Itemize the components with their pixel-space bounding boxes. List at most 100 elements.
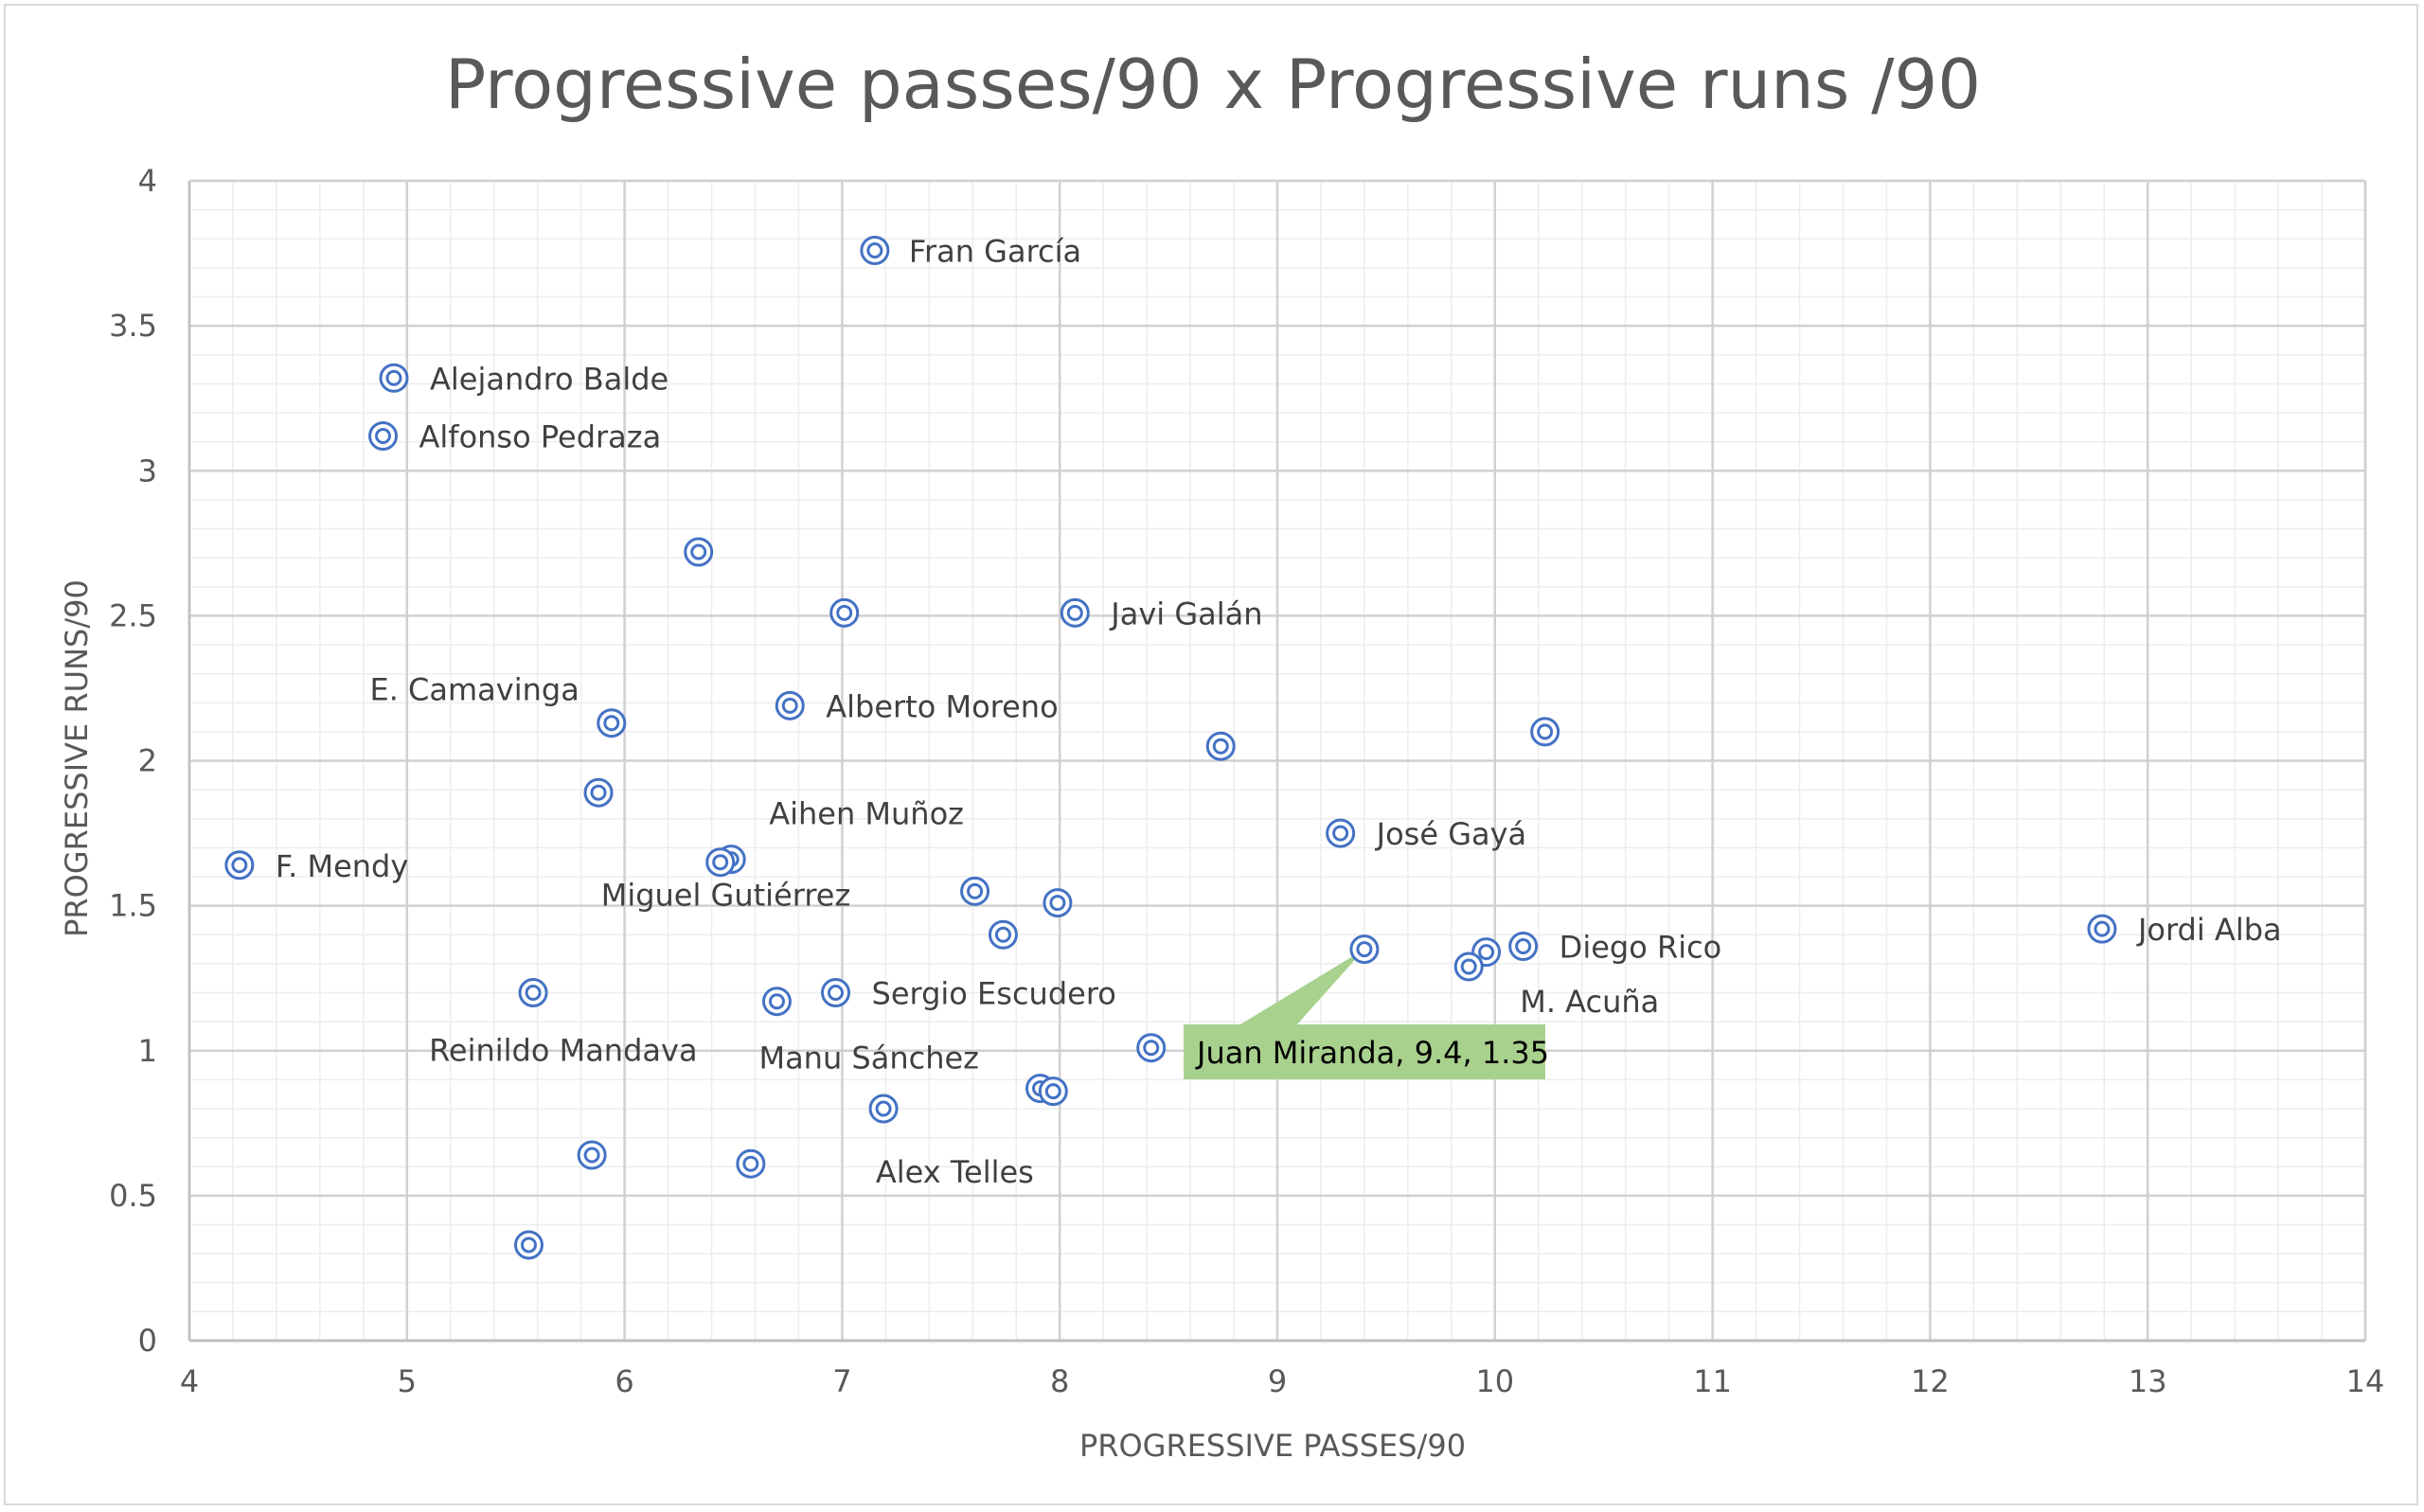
data-point-outer-ring bbox=[379, 363, 409, 393]
x-tick-label: 10 bbox=[1475, 1363, 1514, 1399]
data-point bbox=[1530, 717, 1560, 747]
scatter-chart: Progressive passes/90 x Progressive runs… bbox=[59, 44, 2385, 1464]
data-point-inner-ring bbox=[1460, 958, 1477, 975]
data-point-inner-ring bbox=[375, 428, 392, 444]
data-point bbox=[1136, 1033, 1167, 1063]
x-tick-label: 12 bbox=[1911, 1363, 1950, 1399]
data-point-outer-ring bbox=[597, 708, 627, 738]
data-label: Alberto Moreno bbox=[826, 688, 1058, 724]
data-point bbox=[775, 690, 805, 720]
data-point-inner-ring bbox=[1356, 941, 1373, 958]
data-point-outer-ring bbox=[1043, 888, 1073, 918]
data-point-inner-ring bbox=[1049, 895, 1066, 912]
data-label: Miguel Gutiérrez bbox=[601, 878, 851, 914]
data-point-inner-ring bbox=[836, 604, 853, 621]
data-point-outer-ring bbox=[583, 777, 614, 808]
data-label: F. Mendy bbox=[276, 848, 408, 884]
data-point-outer-ring bbox=[1205, 731, 1236, 761]
data-point-inner-ring bbox=[828, 985, 845, 1001]
chart-title: Progressive passes/90 x Progressive runs… bbox=[445, 44, 1981, 124]
data-point-inner-ring bbox=[2094, 920, 2111, 937]
data-point bbox=[597, 708, 627, 738]
data-point-outer-ring bbox=[1060, 597, 1090, 628]
data-point-outer-ring bbox=[1326, 818, 1356, 848]
y-axis-tick-labels: 0 0.5 1 1.5 2 2.5 3 3.5 4 bbox=[109, 163, 157, 1359]
data-point-outer-ring bbox=[775, 690, 805, 720]
data-label: M. Acuña bbox=[1520, 984, 1659, 1020]
data-point-outer-ring bbox=[577, 1140, 607, 1170]
data-point bbox=[379, 363, 409, 393]
data-label: José Gayá bbox=[1375, 816, 1527, 852]
data-point-outer-ring bbox=[988, 919, 1018, 950]
callout-box bbox=[1184, 1024, 1545, 1079]
data-point-inner-ring bbox=[1044, 1083, 1061, 1100]
data-point bbox=[1038, 1076, 1068, 1107]
data-point-inner-ring bbox=[875, 1100, 892, 1117]
data-point-inner-ring bbox=[1066, 604, 1083, 621]
data-point-inner-ring bbox=[866, 242, 883, 258]
data-point-inner-ring bbox=[781, 697, 798, 714]
data-point-outer-ring bbox=[1038, 1076, 1068, 1107]
data-point bbox=[1508, 932, 1539, 961]
data-point bbox=[583, 777, 614, 808]
y-tick-label: 2.5 bbox=[109, 597, 157, 633]
data-point bbox=[1326, 818, 1356, 848]
data-label: Manu Sánchez bbox=[758, 1041, 979, 1076]
data-point-inner-ring bbox=[742, 1155, 759, 1172]
y-tick-label: 2 bbox=[138, 743, 157, 779]
x-tick-label: 6 bbox=[615, 1363, 633, 1399]
x-tick-label: 4 bbox=[180, 1363, 199, 1399]
data-point-outer-ring bbox=[829, 597, 860, 628]
data-point bbox=[1453, 952, 1484, 982]
y-tick-label: 3 bbox=[138, 453, 157, 489]
data-label: Alejandro Balde bbox=[430, 361, 668, 397]
x-tick-label: 9 bbox=[1268, 1363, 1287, 1399]
y-tick-label: 3.5 bbox=[109, 308, 157, 344]
data-points bbox=[224, 236, 2117, 1260]
x-tick-label: 5 bbox=[398, 1363, 417, 1399]
data-point-outer-ring bbox=[736, 1148, 766, 1179]
data-point bbox=[2087, 914, 2117, 944]
data-point-outer-ring bbox=[1530, 717, 1560, 747]
data-point-outer-ring bbox=[224, 850, 255, 881]
data-point bbox=[868, 1094, 899, 1124]
data-point bbox=[224, 850, 255, 881]
data-point-inner-ring bbox=[525, 985, 542, 1001]
x-axis-tick-labels: 4 5 6 7 8 9 10 11 12 13 14 bbox=[180, 1363, 2385, 1399]
data-point-inner-ring bbox=[603, 715, 620, 732]
data-point bbox=[1060, 597, 1090, 628]
data-point-outer-ring bbox=[513, 1230, 544, 1260]
data-point-outer-ring bbox=[1453, 952, 1484, 982]
data-point-outer-ring bbox=[1508, 932, 1539, 961]
data-point bbox=[513, 1230, 544, 1260]
data-point-outer-ring bbox=[761, 987, 792, 1017]
data-point bbox=[960, 876, 990, 906]
data-point-inner-ring bbox=[1332, 825, 1349, 842]
data-point bbox=[829, 597, 860, 628]
y-tick-label: 0 bbox=[138, 1323, 157, 1359]
data-point-inner-ring bbox=[1515, 938, 1532, 954]
y-tick-label: 0.5 bbox=[109, 1178, 157, 1214]
callout-pointer bbox=[1240, 949, 1364, 1024]
data-point bbox=[684, 537, 714, 567]
x-tick-label: 14 bbox=[2346, 1363, 2385, 1399]
x-tick-label: 13 bbox=[2129, 1363, 2167, 1399]
data-label: Jordi Alba bbox=[2136, 912, 2282, 948]
callout-text: Juan Miranda, 9.4, 1.35 bbox=[1195, 1035, 1549, 1071]
data-point bbox=[736, 1148, 766, 1179]
data-label: Alfonso Pedraza bbox=[419, 419, 662, 455]
data-point bbox=[988, 919, 1018, 950]
data-point bbox=[1205, 731, 1236, 761]
x-tick-label: 8 bbox=[1050, 1363, 1069, 1399]
data-point-inner-ring bbox=[583, 1147, 600, 1164]
data-point-outer-ring bbox=[960, 876, 990, 906]
data-label: Javi Galán bbox=[1109, 596, 1262, 631]
x-tick-label: 7 bbox=[832, 1363, 851, 1399]
data-point bbox=[368, 421, 399, 451]
data-label: Reinildo Mandava bbox=[429, 1033, 697, 1069]
data-point-outer-ring bbox=[821, 978, 851, 1007]
data-label: Alex Telles bbox=[876, 1154, 1034, 1190]
data-point-inner-ring bbox=[712, 854, 729, 871]
data-point-inner-ring bbox=[690, 543, 707, 560]
data-point-inner-ring bbox=[385, 369, 402, 386]
